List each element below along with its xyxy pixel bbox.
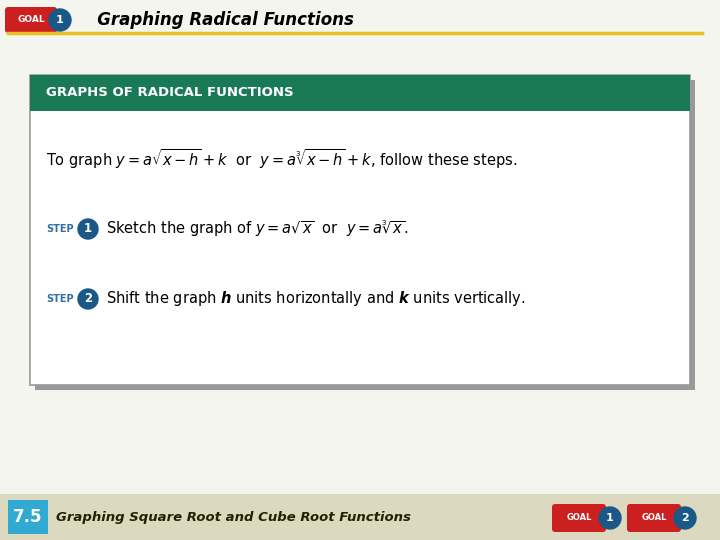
Text: 1: 1 <box>606 513 614 523</box>
FancyBboxPatch shape <box>30 75 690 111</box>
Text: Sketch the graph of $y = a\sqrt{x}$  or  $y = a\sqrt[3]{x}$.: Sketch the graph of $y = a\sqrt{x}$ or $… <box>106 219 408 239</box>
Text: 1: 1 <box>56 15 64 25</box>
Text: Graphing Radical Functions: Graphing Radical Functions <box>80 11 354 29</box>
Text: 1: 1 <box>84 222 92 235</box>
Text: 7.5: 7.5 <box>13 508 42 526</box>
FancyBboxPatch shape <box>0 494 720 540</box>
Text: Graphing Square Root and Cube Root Functions: Graphing Square Root and Cube Root Funct… <box>56 510 411 523</box>
Text: STEP: STEP <box>46 294 73 304</box>
Text: To graph $y = a\sqrt{x - h} + k$  or  $y = a\sqrt[3]{x - h} + k$, follow these s: To graph $y = a\sqrt{x - h} + k$ or $y =… <box>46 147 517 171</box>
FancyBboxPatch shape <box>552 504 606 532</box>
FancyBboxPatch shape <box>35 80 695 390</box>
FancyBboxPatch shape <box>627 504 681 532</box>
Text: GOAL: GOAL <box>642 514 667 523</box>
Circle shape <box>78 289 98 309</box>
Text: 2: 2 <box>681 513 689 523</box>
Circle shape <box>49 9 71 31</box>
FancyBboxPatch shape <box>5 7 57 33</box>
Text: GOAL: GOAL <box>17 16 45 24</box>
Text: GOAL: GOAL <box>567 514 592 523</box>
Text: GRAPHS OF RADICAL FUNCTIONS: GRAPHS OF RADICAL FUNCTIONS <box>46 86 294 99</box>
Text: 2: 2 <box>84 293 92 306</box>
FancyBboxPatch shape <box>8 500 48 534</box>
Text: Shift the graph $\mathbfit{h}$ units horizontally and $\mathbfit{k}$ units verti: Shift the graph $\mathbfit{h}$ units hor… <box>106 289 526 308</box>
FancyBboxPatch shape <box>30 75 690 385</box>
Text: STEP: STEP <box>46 224 73 234</box>
Circle shape <box>78 219 98 239</box>
Circle shape <box>674 507 696 529</box>
Circle shape <box>599 507 621 529</box>
